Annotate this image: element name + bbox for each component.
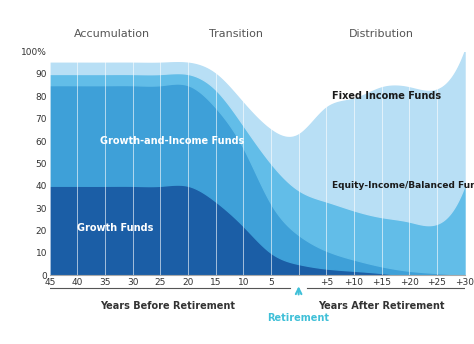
Text: Equity-Income/Balanced Funds: Equity-Income/Balanced Funds [332, 181, 474, 190]
Text: Years After Retirement: Years After Retirement [319, 301, 445, 311]
Text: Transition: Transition [210, 29, 264, 40]
Text: Growth-and-Income Funds: Growth-and-Income Funds [100, 136, 244, 146]
Text: Fixed Income Funds: Fixed Income Funds [332, 91, 441, 101]
Text: Retirement: Retirement [268, 313, 329, 323]
Text: Accumulation: Accumulation [74, 29, 150, 40]
Text: Growth Funds: Growth Funds [77, 223, 154, 233]
Text: Distribution: Distribution [349, 29, 414, 40]
Text: Years Before Retirement: Years Before Retirement [100, 301, 235, 311]
